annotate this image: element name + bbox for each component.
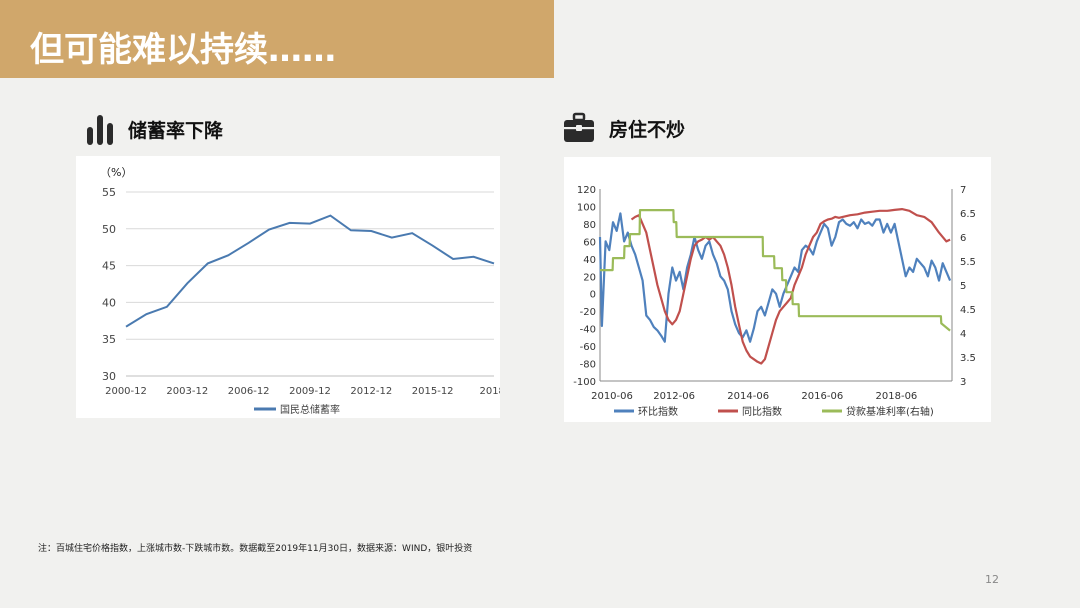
housing-index-plot: -100 -80 -60 -40 -20 0 20 40 60 80 100 120 3 3.5 4 4.5 5… (573, 185, 976, 418)
page-title: 但可能难以持续…… (30, 30, 336, 70)
x-tick-label: 2018-06 (876, 391, 918, 402)
series-line-yoy-index (630, 208, 951, 365)
y2-tick-label: 3 (960, 377, 966, 388)
y2-tick-label: 7 (960, 185, 966, 196)
y-tick-label: -40 (580, 325, 596, 336)
y-tick-label: 20 (583, 272, 596, 283)
y-tick-label: 40 (583, 255, 596, 266)
unit-label: （%） (100, 166, 132, 179)
y-tick-label: 60 (583, 237, 596, 248)
y-tick-label: 35 (102, 333, 116, 346)
y-tick-label: 45 (102, 260, 116, 273)
y-tick-label: -100 (573, 377, 596, 388)
y-tick-label: 50 (102, 223, 116, 236)
section-housing: 房住不炒 (563, 112, 685, 144)
legend-label-loan-rate: 贷款基准利率(右轴) (846, 405, 934, 418)
x-tick-label: 2012-12 (350, 386, 392, 397)
section-housing-label: 房住不炒 (609, 118, 686, 141)
series-line-loan-rate (600, 209, 951, 332)
briefcase-icon (564, 112, 594, 142)
y-tick-label: 0 (590, 290, 596, 301)
y2-tick-label: 5.5 (960, 257, 976, 268)
y-tick-label: -60 (580, 342, 596, 353)
page-number: 12 (985, 573, 999, 586)
y-tick-label: 120 (577, 185, 596, 196)
y-tick-label: 55 (102, 186, 116, 199)
housing-index-chart: -100 -80 -60 -40 -20 0 20 40 60 80 100 120 3 3.5 4 4.5 5… (564, 157, 991, 422)
series-line-ring-index (598, 212, 952, 343)
x-tick-label: 2018- (479, 386, 500, 397)
y2-tick-label: 4.5 (960, 305, 976, 316)
x-tick-label: 2010-06 (591, 391, 633, 402)
section-savings-label: 储蓄率下降 (128, 119, 224, 142)
x-tick-label: 2015-12 (412, 386, 454, 397)
savings-rate-chart: （%） 30 35 40 45 50 55 2000-12 2003-12 2006-12 2009… (76, 156, 509, 418)
y2-tick-label: 5 (960, 281, 966, 292)
x-tick-label: 2006-12 (228, 386, 270, 397)
savings-rate-plot: （%） 30 35 40 45 50 55 2000-12 2003-12 2006-12 2009… (100, 166, 509, 416)
legend-label-savings-rate: 国民总储蓄率 (280, 403, 340, 416)
legend-label-ring-index: 环比指数 (638, 405, 678, 418)
y2-tick-label: 4 (960, 329, 966, 340)
y-tick-label: 80 (583, 220, 596, 231)
x-tick-label: 2016-06 (801, 391, 843, 402)
x-tick-label: 2014-06 (727, 391, 769, 402)
y2-tick-label: 3.5 (960, 353, 976, 364)
footnote: 注：百城住宅价格指数，上涨城市数-下跌城市数。数据截至2019年11月30日，数… (38, 544, 473, 554)
title-bar: 但可能难以持续…… (0, 0, 554, 78)
series-line-savings-rate (125, 214, 495, 328)
y-tick-label: 30 (102, 370, 116, 383)
x-tick-label: 2003-12 (166, 386, 208, 397)
x-tick-label: 2009-12 (289, 386, 331, 397)
x-tick-label: 2000-12 (105, 386, 147, 397)
x-tick-label: 2012-06 (653, 391, 695, 402)
section-savings: 储蓄率下降 (86, 112, 223, 146)
y2-tick-label: 6.5 (960, 209, 976, 220)
bar-chart-icon (87, 115, 113, 145)
y-tick-label: 40 (102, 296, 116, 309)
y-tick-label: 100 (577, 202, 596, 213)
y-tick-label: -20 (580, 307, 596, 318)
y-tick-label: -80 (580, 360, 596, 371)
y2-tick-label: 6 (960, 233, 966, 244)
legend-label-yoy-index: 同比指数 (742, 405, 782, 418)
